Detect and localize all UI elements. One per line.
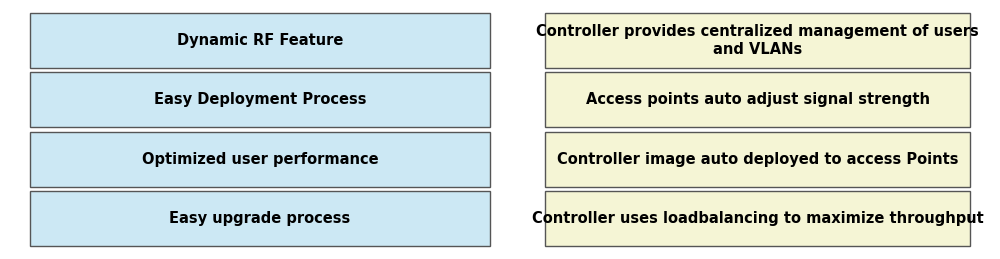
- FancyBboxPatch shape: [30, 13, 490, 68]
- Text: Controller uses loadbalancing to maximize throughput: Controller uses loadbalancing to maximiz…: [532, 211, 983, 226]
- FancyBboxPatch shape: [545, 13, 970, 68]
- Text: Controller provides centralized management of users
and VLANs: Controller provides centralized manageme…: [536, 24, 979, 56]
- Text: Optimized user performance: Optimized user performance: [142, 152, 378, 167]
- FancyBboxPatch shape: [30, 73, 490, 127]
- FancyBboxPatch shape: [545, 132, 970, 187]
- FancyBboxPatch shape: [30, 191, 490, 246]
- Text: Controller image auto deployed to access Points: Controller image auto deployed to access…: [557, 152, 958, 167]
- Text: Easy Deployment Process: Easy Deployment Process: [154, 92, 366, 107]
- FancyBboxPatch shape: [545, 191, 970, 246]
- FancyBboxPatch shape: [30, 132, 490, 187]
- FancyBboxPatch shape: [545, 73, 970, 127]
- Text: Dynamic RF Feature: Dynamic RF Feature: [177, 33, 343, 48]
- Text: Access points auto adjust signal strength: Access points auto adjust signal strengt…: [586, 92, 930, 107]
- Text: Easy upgrade process: Easy upgrade process: [169, 211, 351, 226]
